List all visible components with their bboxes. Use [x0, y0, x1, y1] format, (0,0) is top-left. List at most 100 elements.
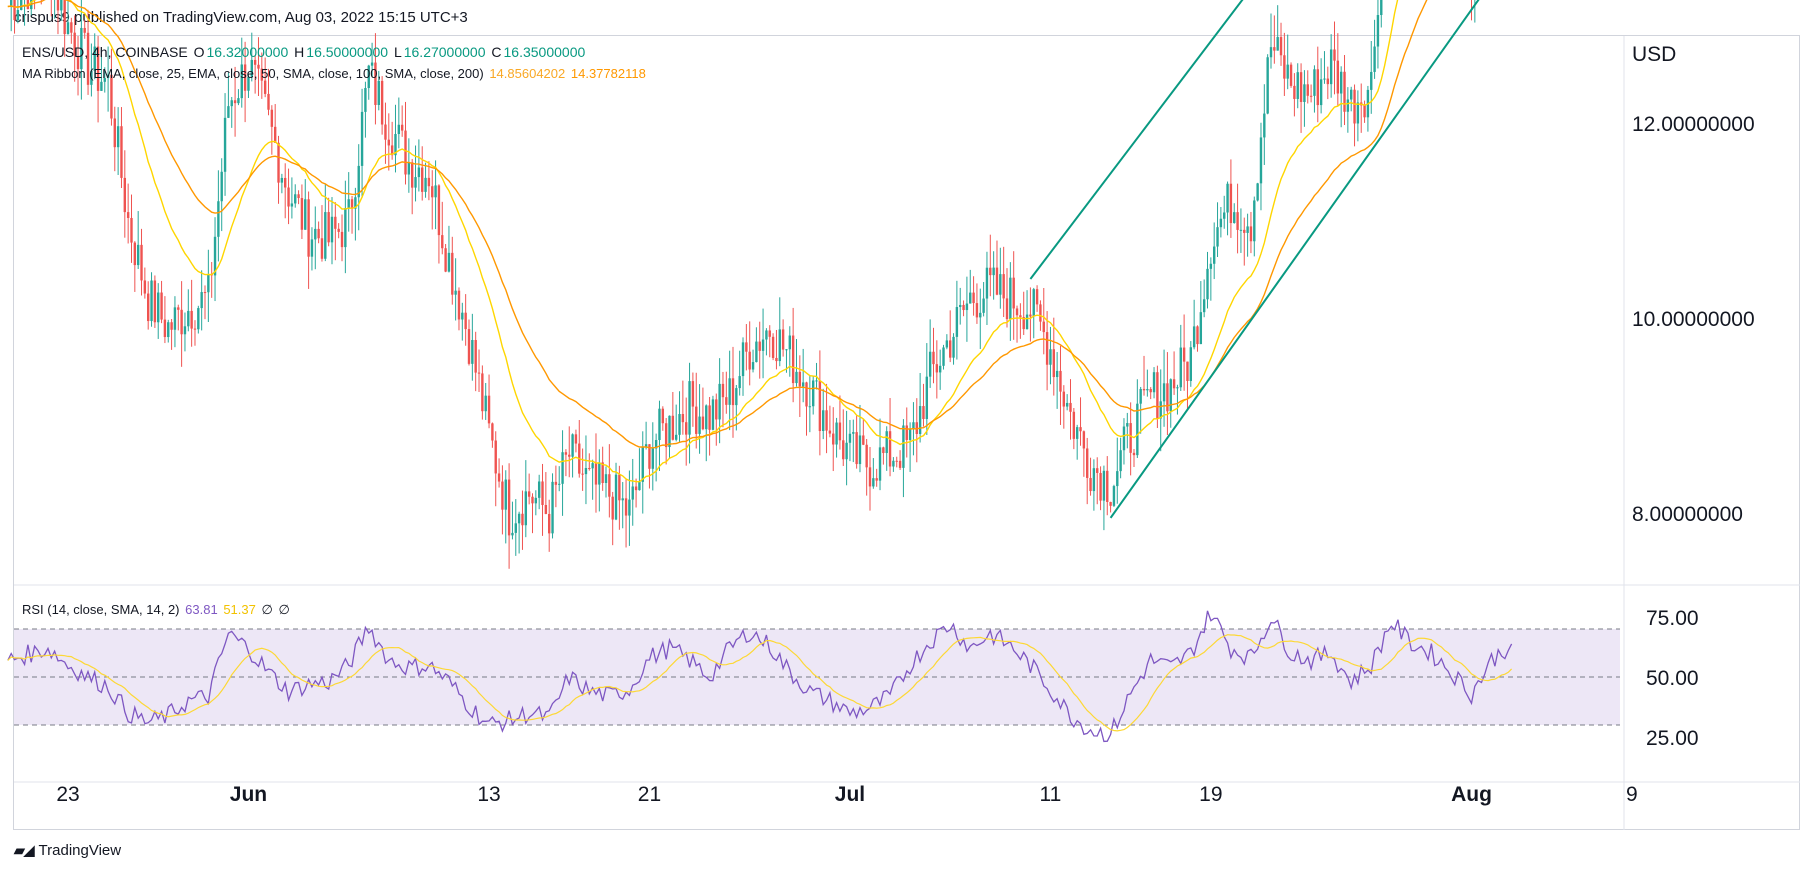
candle-body [728, 378, 731, 405]
candle-body [451, 252, 454, 295]
time-tick-label: 9 [1626, 783, 1638, 806]
candle-body [257, 64, 260, 69]
candle-body [1122, 426, 1126, 451]
high-label: H [294, 44, 305, 60]
candle-body [267, 93, 270, 110]
candle-body [681, 414, 685, 423]
candle-body [718, 383, 721, 420]
candle-body [888, 431, 892, 467]
candle-body [1206, 268, 1209, 300]
candle-body [347, 199, 350, 209]
candle-body [417, 167, 421, 178]
candle-body [16, 9, 20, 21]
candle-body [277, 142, 280, 183]
candle-body [654, 440, 658, 449]
symbol-label: ENS/USD, 4h, COINBASE [22, 44, 188, 60]
candle-body [233, 100, 237, 104]
candle-body [1159, 401, 1162, 419]
candle-body [247, 76, 250, 91]
candle-body [1286, 64, 1289, 79]
candle-body [521, 513, 524, 526]
candle-body [965, 303, 969, 311]
rsi-sma-value: 51.37 [223, 602, 256, 617]
candle-body [875, 478, 878, 481]
candle-body [648, 444, 651, 469]
candle-body [1172, 379, 1176, 389]
candle-body [644, 444, 648, 447]
candle-body [501, 481, 504, 510]
candle-body [922, 406, 925, 419]
candle-body [360, 111, 364, 166]
candle-body [1162, 383, 1166, 402]
candle-body [735, 388, 738, 406]
candle-body [1132, 452, 1136, 456]
candle-body [845, 442, 848, 460]
candle-body [1229, 183, 1233, 224]
candle-body [143, 280, 147, 294]
candle-body [414, 177, 417, 188]
candle-body [561, 452, 564, 484]
candle-body [1129, 423, 1132, 453]
candle-body [157, 292, 160, 323]
candle-body [1176, 387, 1179, 389]
axis-layer: USD16.0000000012.0000000010.000000008.00… [14, 36, 1800, 830]
candle-body [755, 341, 758, 363]
rsi-na-2: ∅ [278, 602, 290, 617]
candle-body [885, 431, 888, 454]
candle-body [1293, 85, 1296, 99]
candle-body [421, 167, 424, 192]
candle-body [711, 399, 715, 430]
candle-body [801, 382, 805, 387]
rsi-legend: RSI (14, close, SMA, 14, 2) 63.81 51.37 … [22, 602, 292, 618]
high-value: 16.50000000 [306, 44, 389, 60]
candle-body [604, 474, 608, 484]
candle-body [908, 429, 912, 440]
close-value: 16.35000000 [503, 44, 586, 60]
candle-body [1002, 274, 1005, 299]
candle-body [116, 126, 120, 148]
open-value: 16.32000000 [206, 44, 289, 60]
candle-body [574, 434, 578, 444]
candle-body [1316, 69, 1319, 106]
candle-body [544, 504, 548, 514]
candle-body [150, 280, 153, 322]
candle-body [63, 0, 66, 35]
candle-body [163, 319, 167, 338]
candle-body [1092, 468, 1096, 492]
candle-body [147, 293, 150, 322]
candle-body [745, 342, 748, 352]
close-label: C [491, 44, 502, 60]
candle-body [1343, 71, 1346, 112]
candle-body [695, 406, 698, 434]
candle-layer [9, 0, 1476, 569]
candle-body [320, 238, 324, 259]
candle-body [454, 290, 457, 295]
candle-body [240, 64, 243, 99]
candle-body [73, 32, 76, 56]
candle-body [999, 274, 1002, 295]
candle-body [1039, 304, 1042, 322]
candle-body [634, 486, 638, 491]
candle-body [601, 462, 604, 484]
candle-body [1182, 347, 1186, 362]
candle-body [207, 274, 210, 293]
candle-body [848, 433, 852, 443]
candle-body [955, 307, 959, 337]
candle-body [1353, 89, 1356, 124]
footer-brand[interactable]: ▰◢ TradingView [14, 842, 121, 859]
candle-body [1306, 84, 1309, 96]
candle-body [273, 126, 277, 143]
candle-body [1376, 15, 1380, 47]
candle-body [624, 498, 628, 516]
candle-body [738, 376, 741, 389]
candle-body [1119, 450, 1122, 472]
candle-body [90, 70, 93, 85]
candle-body [838, 422, 842, 441]
candle-body [527, 491, 531, 497]
candle-body [457, 290, 461, 320]
candle-body [985, 267, 989, 299]
candle-body [865, 444, 868, 468]
candle-body [594, 463, 598, 485]
candle-body [434, 185, 437, 198]
